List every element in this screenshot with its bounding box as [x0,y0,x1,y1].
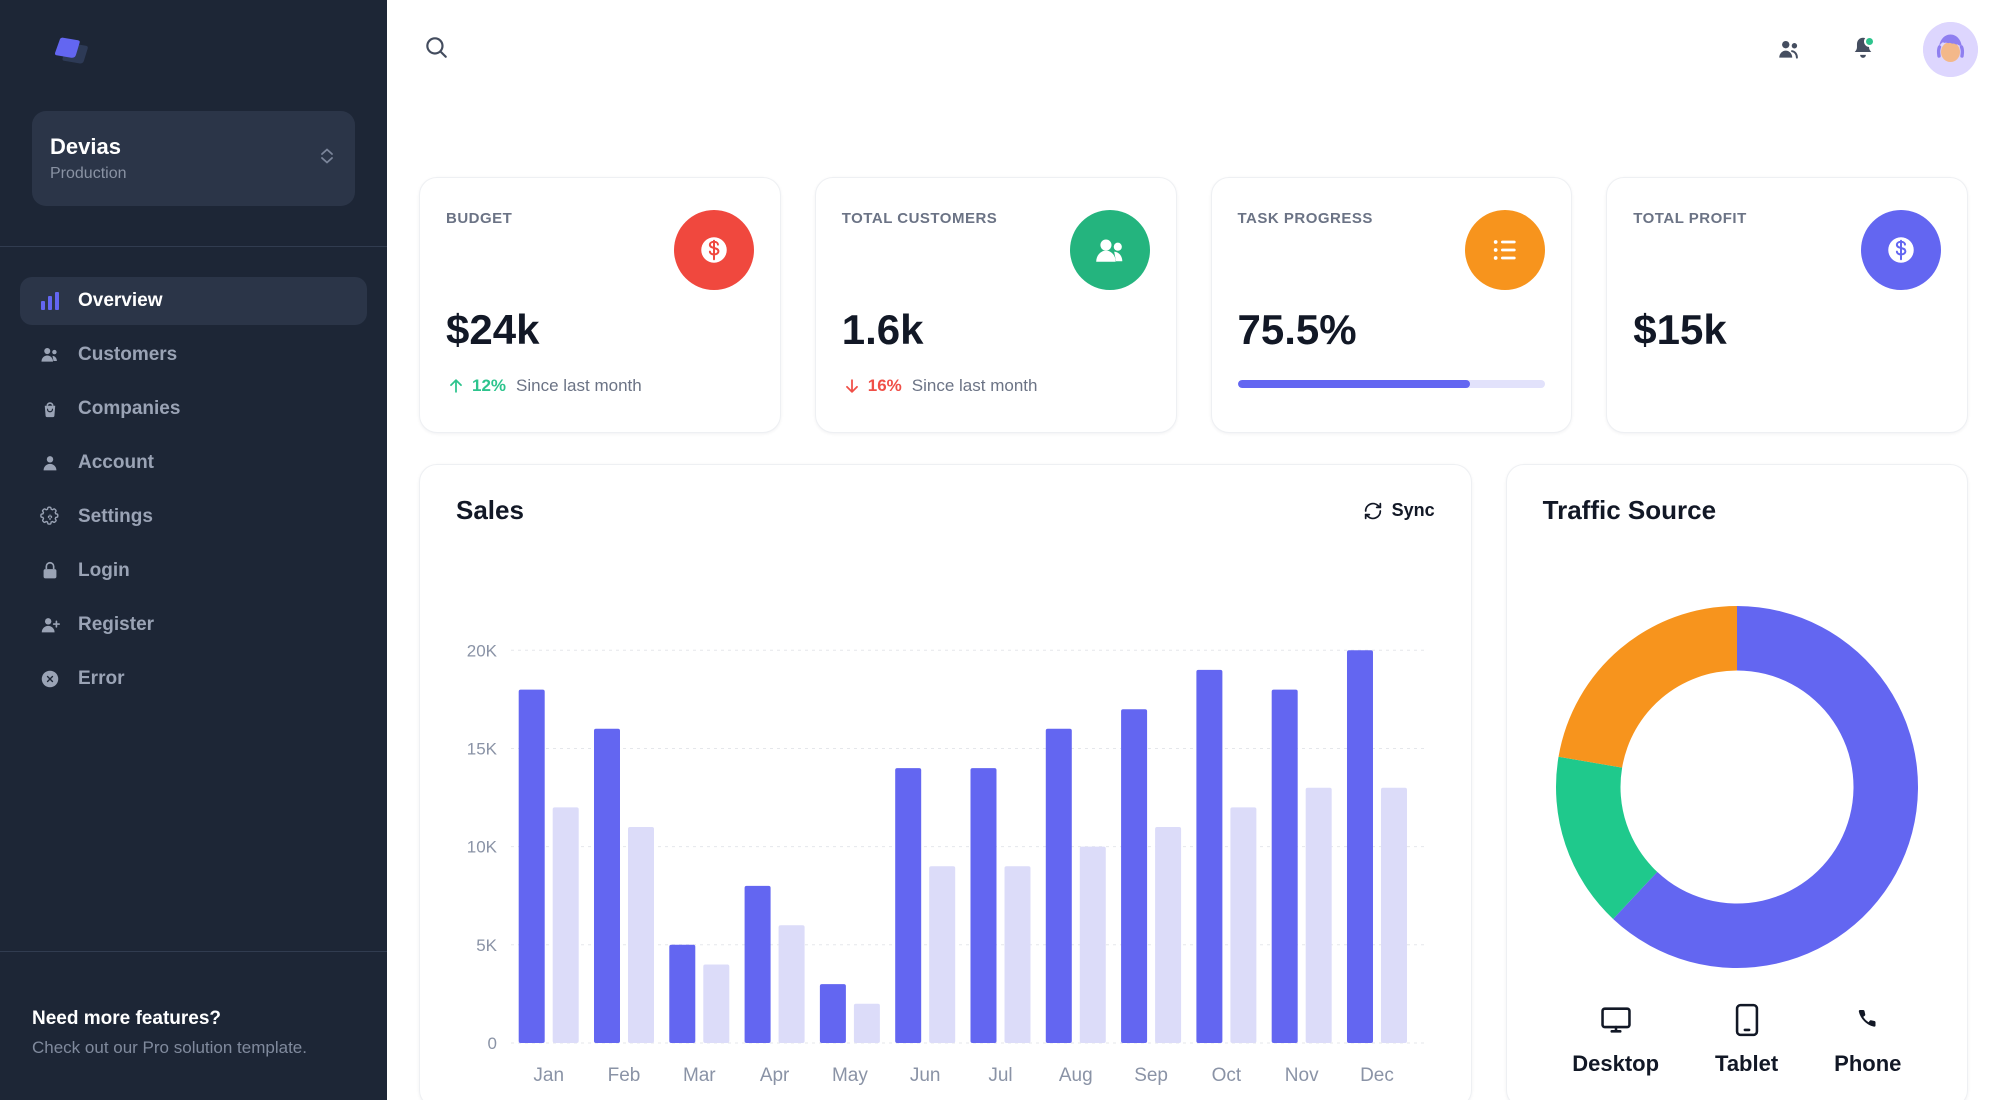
svg-text:Mar: Mar [683,1065,716,1086]
svg-text:Aug: Aug [1059,1065,1093,1086]
svg-text:Jan: Jan [533,1065,564,1086]
svg-text:Feb: Feb [608,1065,641,1086]
svg-text:Sep: Sep [1134,1065,1168,1086]
svg-text:Jun: Jun [910,1065,941,1086]
svg-text:0: 0 [488,1034,497,1053]
svg-text:15K: 15K [467,740,498,759]
svg-text:5K: 5K [476,936,497,955]
svg-text:Nov: Nov [1285,1065,1319,1086]
svg-text:Dec: Dec [1360,1065,1394,1086]
svg-text:May: May [832,1065,868,1086]
svg-text:Apr: Apr [760,1065,790,1086]
svg-text:Jul: Jul [988,1065,1012,1086]
svg-text:10K: 10K [467,838,498,857]
svg-text:Oct: Oct [1212,1065,1242,1086]
svg-text:20K: 20K [467,641,498,660]
